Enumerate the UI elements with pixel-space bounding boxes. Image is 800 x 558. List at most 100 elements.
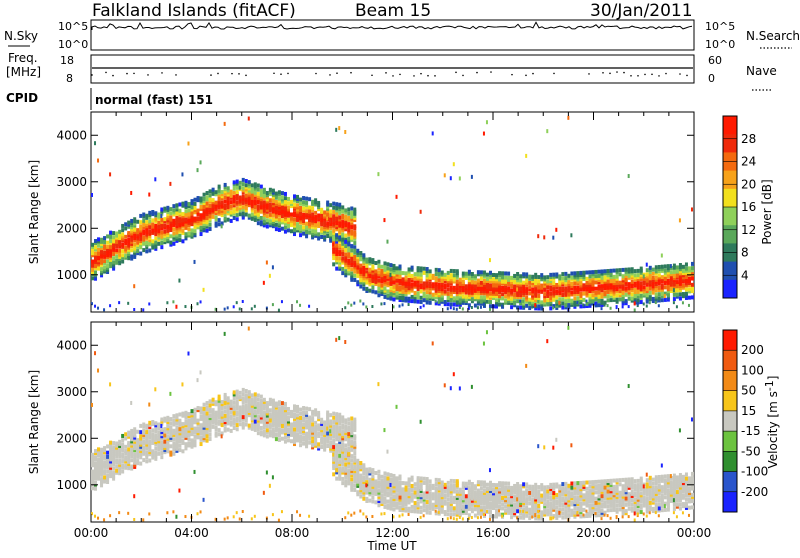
velocity-echo-cell — [139, 462, 142, 466]
velocity-echo-cell — [362, 497, 365, 501]
power-echo-cell — [661, 298, 664, 302]
power-echo-cell — [595, 287, 598, 291]
velocity-echo-cell — [91, 486, 94, 490]
velocity-echo-cell — [329, 440, 332, 444]
velocity-echo-cell — [160, 428, 163, 432]
velocity-echo-cell — [190, 438, 193, 442]
power-echo-cell — [368, 257, 371, 261]
power-echo-cell — [257, 192, 260, 196]
power-colorbar-cell — [723, 225, 737, 244]
power-echo-cell — [341, 238, 344, 242]
power-echo-cell — [543, 292, 546, 296]
velocity-echo-cell — [311, 410, 314, 414]
power-echo-cell — [187, 231, 190, 235]
velocity-echo-cell — [151, 433, 154, 437]
power-echo-cell — [420, 266, 423, 270]
power-near-range-cell — [522, 300, 524, 303]
power-echo-cell — [118, 249, 121, 253]
power-echo-cell — [613, 269, 616, 273]
power-echo-cell — [329, 203, 332, 207]
velocity-echo-cell — [290, 422, 293, 426]
power-echo-cell — [420, 296, 423, 300]
power-echo-cell — [353, 274, 356, 278]
nave-dot — [623, 72, 625, 74]
velocity-near-range-cell — [402, 513, 404, 516]
power-echo-cell — [215, 201, 218, 205]
velocity-echo-cell — [154, 451, 157, 455]
velocity-echo-cell — [371, 474, 374, 478]
power-echo-cell — [344, 215, 347, 219]
velocity-echo-cell — [332, 472, 335, 476]
power-scatter-cell — [332, 243, 334, 247]
power-echo-cell — [332, 210, 335, 214]
nave-dot — [329, 74, 331, 76]
power-echo-cell — [100, 238, 103, 242]
velocity-echo-cell — [184, 419, 187, 423]
velocity-near-range-cell — [184, 515, 186, 518]
velocity-echo-cell — [317, 423, 320, 427]
power-echo-cell — [658, 265, 661, 269]
velocity-scatter-cell — [269, 484, 271, 488]
power-echo-cell — [447, 271, 450, 275]
velocity-echo-cell — [287, 438, 290, 442]
velocity-echo-cell — [302, 417, 305, 421]
power-near-range-cell — [166, 301, 168, 304]
power-echo-cell — [124, 254, 127, 258]
power-echo-cell — [468, 303, 471, 307]
velocity-scatter-cell — [178, 489, 180, 493]
power-echo-cell — [552, 281, 555, 285]
power-echo-cell — [450, 286, 453, 290]
power-echo-cell — [595, 291, 598, 295]
power-echo-cell — [251, 188, 254, 192]
velocity-echo-cell — [248, 424, 251, 428]
power-echo-cell — [317, 222, 320, 226]
power-echo-cell — [127, 231, 130, 235]
power-echo-cell — [426, 294, 429, 298]
velocity-scatter-cell — [272, 475, 274, 479]
velocity-echo-cell — [338, 466, 341, 470]
power-echo-cell — [507, 272, 510, 276]
velocity-echo-cell — [371, 495, 374, 499]
power-echo-cell — [320, 208, 323, 212]
velocity-echo-cell — [233, 418, 236, 422]
power-echo-cell — [507, 286, 510, 290]
power-echo-cell — [97, 237, 100, 241]
power-echo-cell — [673, 264, 676, 268]
nave-dot — [91, 74, 93, 76]
velocity-echo-cell — [236, 427, 239, 431]
power-echo-cell — [145, 214, 148, 218]
power-echo-cell — [172, 208, 175, 212]
velocity-echo-cell — [323, 420, 326, 424]
power-echo-cell — [423, 267, 426, 271]
nave-dot — [315, 73, 317, 75]
velocity-echo-cell — [420, 476, 423, 480]
velocity-echo-cell — [178, 419, 181, 423]
power-echo-cell — [498, 303, 501, 307]
power-scatter-cell — [396, 195, 398, 199]
velocity-echo-cell — [326, 431, 329, 435]
power-echo-cell — [453, 303, 456, 307]
power-echo-cell — [338, 203, 341, 207]
power-near-range-cell — [148, 302, 150, 305]
power-echo-cell — [106, 234, 109, 238]
power-echo-cell — [408, 267, 411, 271]
power-echo-cell — [299, 225, 302, 229]
nave-dot — [616, 71, 618, 73]
power-echo-cell — [266, 225, 269, 229]
velocity-echo-cell — [230, 400, 233, 404]
power-echo-cell — [570, 282, 573, 286]
velocity-echo-cell — [172, 429, 175, 433]
power-echo-cell — [549, 292, 552, 296]
power-echo-cell — [688, 287, 691, 291]
power-colorbar-tick-label: 8 — [741, 246, 749, 260]
power-echo-cell — [371, 258, 374, 262]
power-colorbar-cell — [723, 280, 737, 299]
velocity-echo-cell — [347, 469, 350, 473]
noise-tick-high-left: 10^5 — [58, 20, 88, 33]
power-echo-cell — [646, 287, 649, 291]
velocity-echo-cell — [414, 491, 417, 495]
power-echo-cell — [254, 199, 257, 203]
velocity-scatter-cell — [332, 453, 334, 457]
power-near-range-cell — [133, 308, 135, 311]
velocity-echo-cell — [206, 439, 209, 443]
